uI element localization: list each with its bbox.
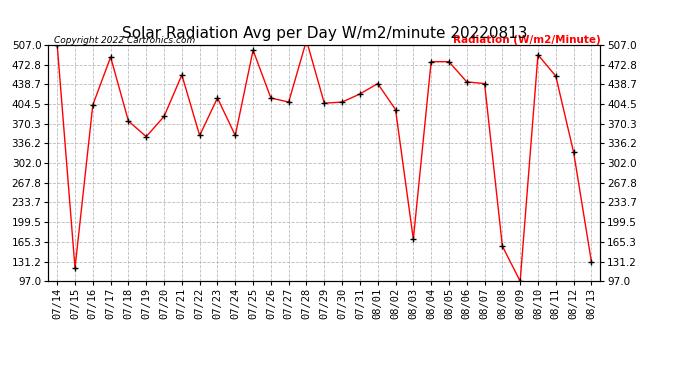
Text: Radiation (W/m2/Minute): Radiation (W/m2/Minute)	[453, 35, 600, 45]
Text: Copyright 2022 Cartronics.com: Copyright 2022 Cartronics.com	[54, 36, 195, 45]
Title: Solar Radiation Avg per Day W/m2/minute 20220813: Solar Radiation Avg per Day W/m2/minute …	[121, 26, 527, 41]
